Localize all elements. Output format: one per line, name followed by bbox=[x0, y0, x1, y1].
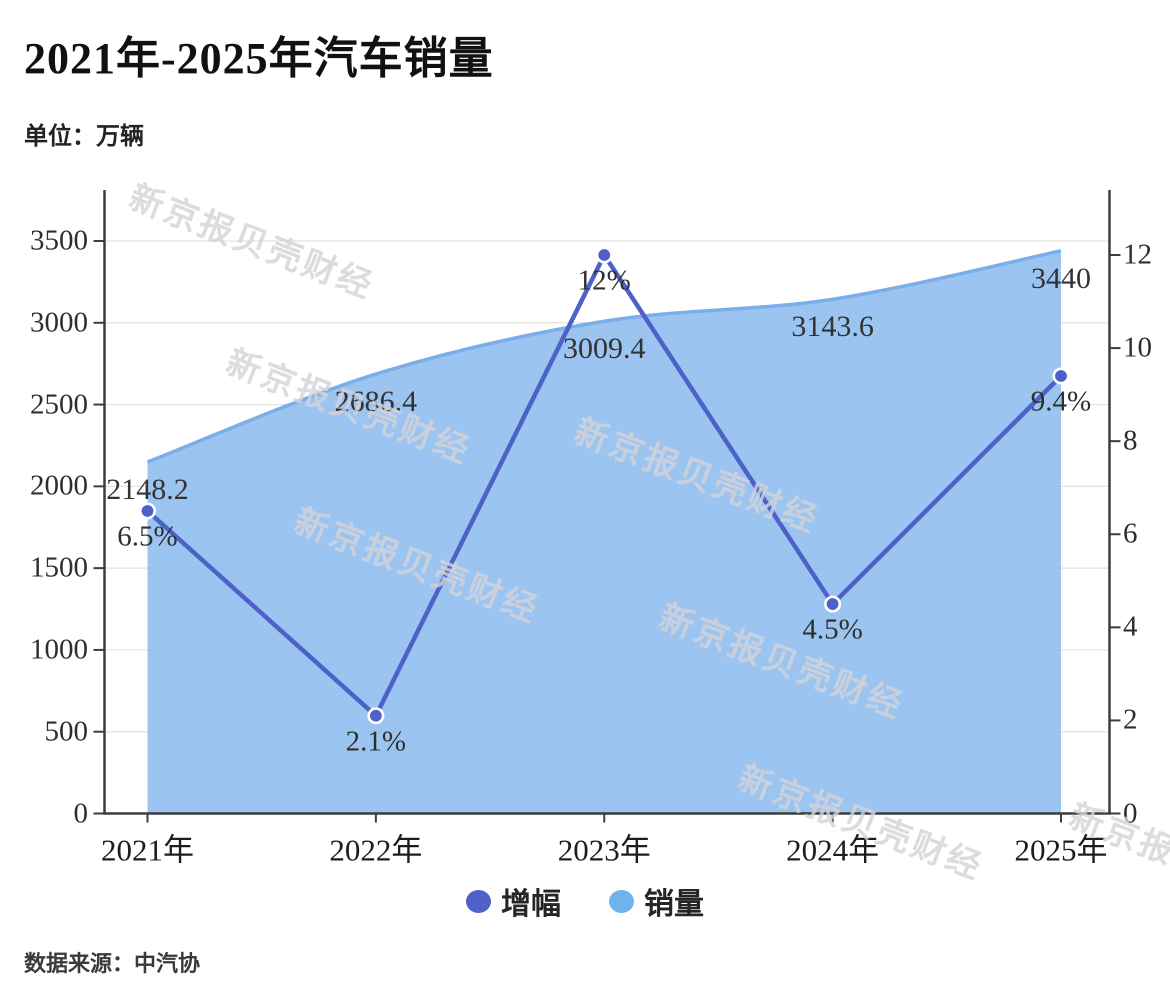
sales-legend-marker-icon bbox=[609, 889, 634, 913]
growth-legend-marker-icon bbox=[466, 889, 491, 913]
legend-item-sales[interactable]: 销量 bbox=[609, 879, 704, 923]
page-title: 2021年-2025年汽车销量 bbox=[24, 34, 494, 83]
legend-item-growth[interactable]: 增幅 bbox=[466, 879, 561, 923]
growth-data-point[interactable] bbox=[367, 707, 385, 725]
sales-area bbox=[147, 250, 1061, 814]
legend-label-growth: 增幅 bbox=[501, 888, 561, 921]
legend-label-sales: 销量 bbox=[644, 888, 704, 921]
sales-area-outline bbox=[146, 249, 1062, 464]
growth-data-point[interactable] bbox=[824, 595, 842, 613]
growth-data-point[interactable] bbox=[139, 502, 157, 520]
legend: 增幅 销量 bbox=[0, 879, 1170, 923]
growth-data-point[interactable] bbox=[1052, 367, 1070, 385]
growth-data-point[interactable] bbox=[595, 246, 613, 264]
data-source-label: 数据来源：中汽协 bbox=[24, 951, 201, 976]
unit-label: 单位：万辆 bbox=[24, 123, 144, 150]
